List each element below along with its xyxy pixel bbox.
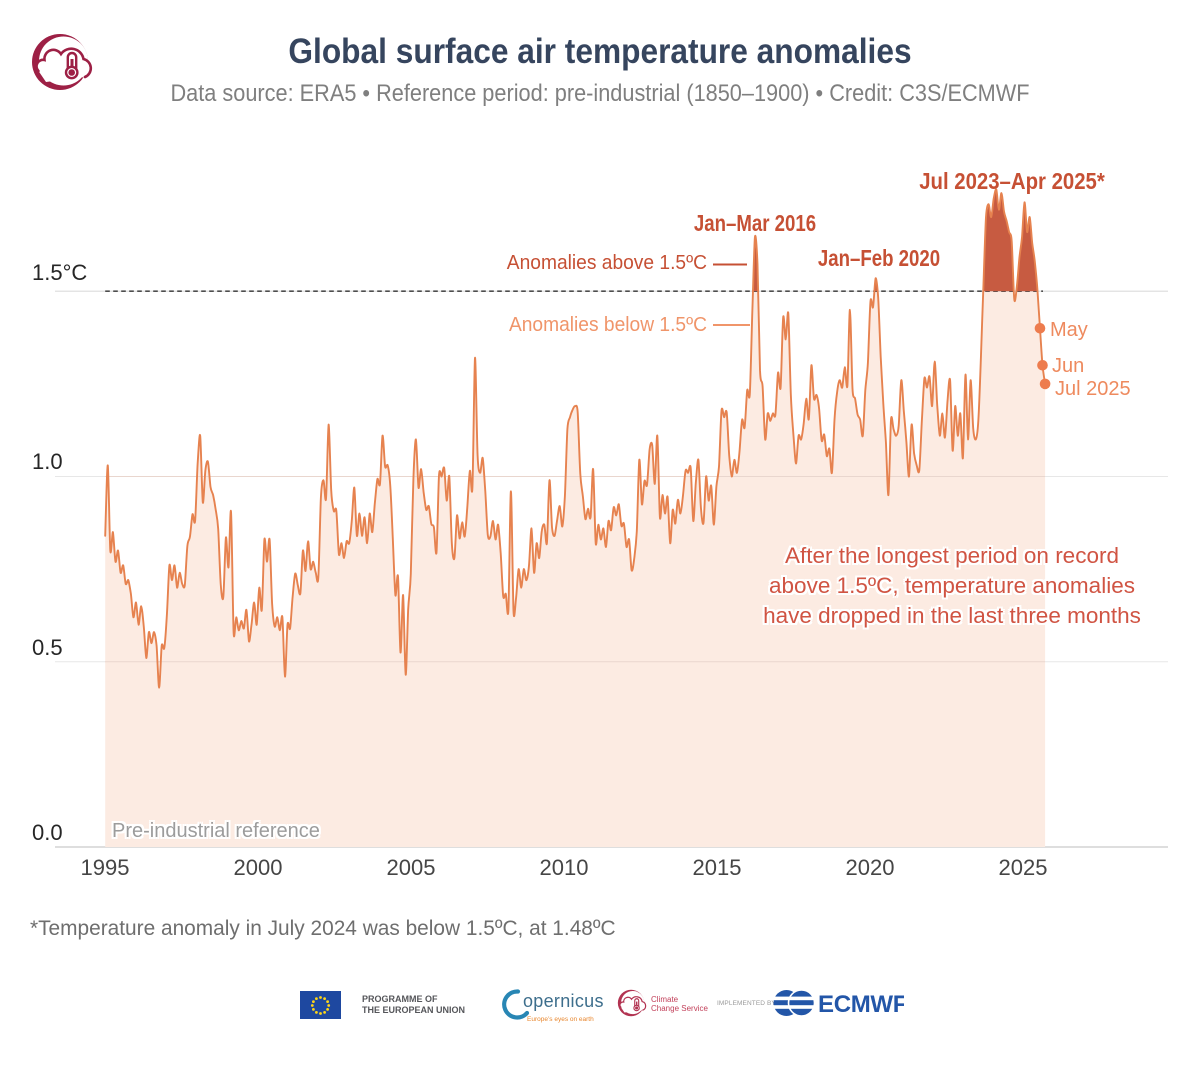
svg-text:ECMWF: ECMWF [818, 991, 904, 1018]
